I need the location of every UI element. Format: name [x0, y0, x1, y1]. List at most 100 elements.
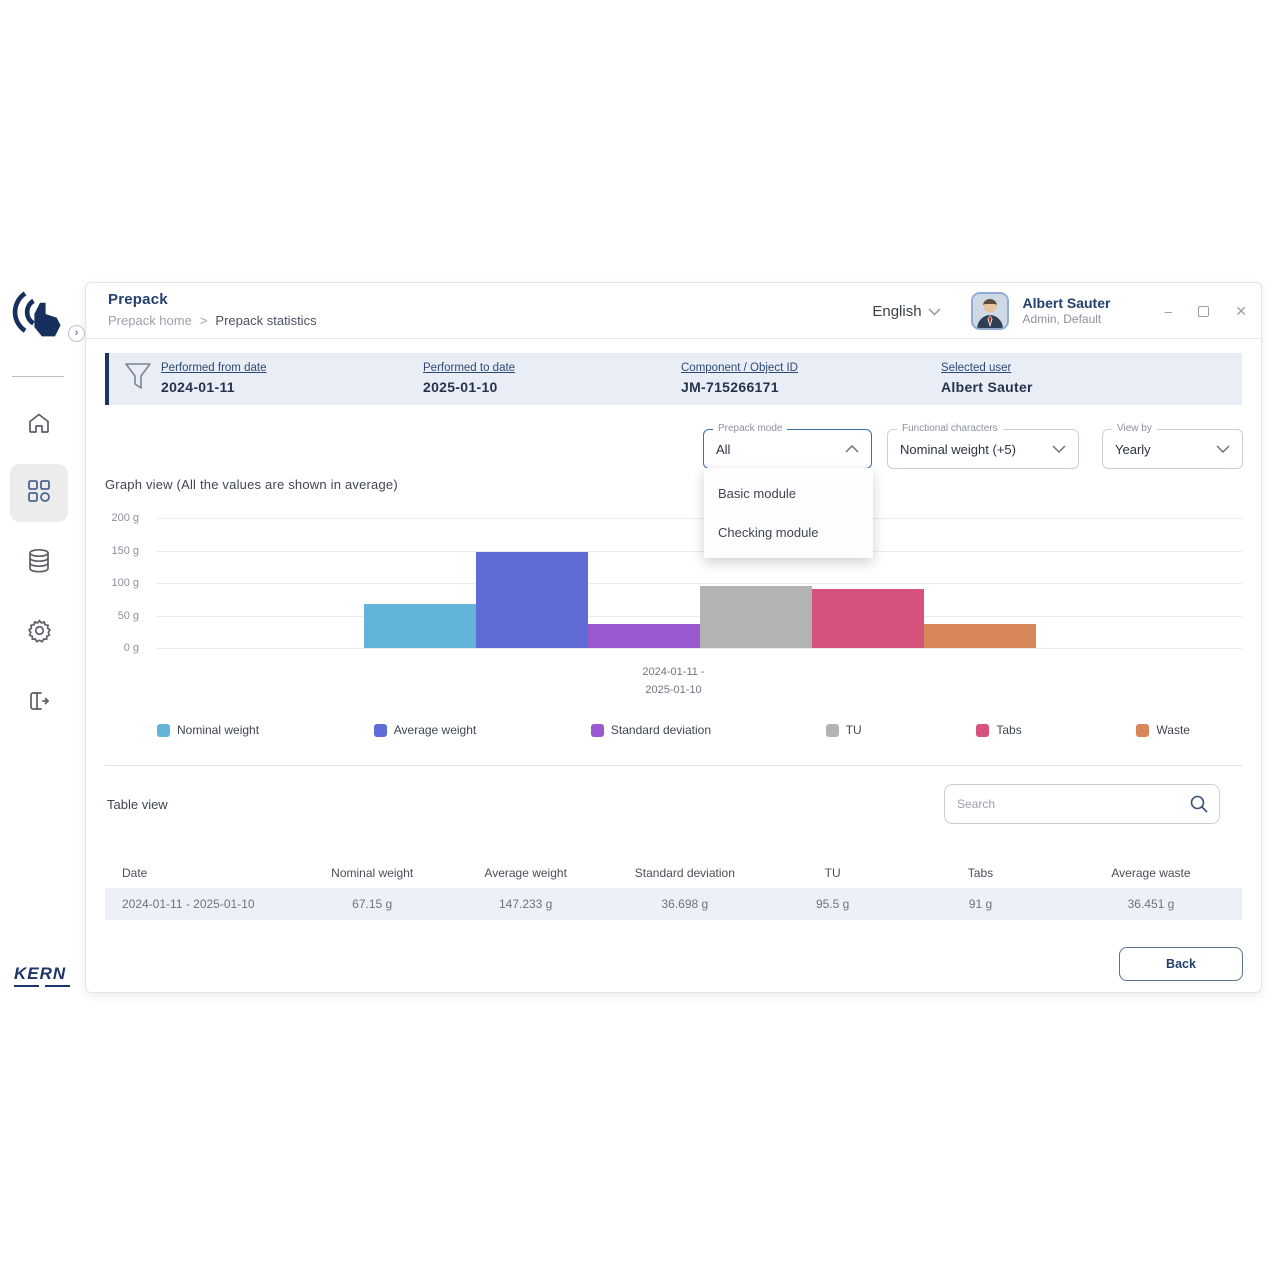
legend-swatch [825, 723, 839, 737]
chevron-up-icon [845, 440, 859, 458]
filter-accent-bar [105, 353, 109, 405]
bar-tabs[interactable] [811, 588, 924, 648]
prepack-mode-select[interactable]: Prepack mode All Basic module Checking m… [703, 423, 873, 558]
avatar[interactable] [970, 292, 1009, 330]
back-button[interactable]: Back [1119, 947, 1243, 981]
filter-funnel-icon [123, 361, 161, 398]
table-body: 2024-01-11 - 2025-01-10 67.15 g 147.233 g 3… [105, 888, 1242, 921]
bar-nominal-weight[interactable] [363, 604, 476, 648]
view-by-label: View by [1112, 423, 1157, 434]
chart-legend: Nominal weight Average weight Standard dev… [105, 723, 1242, 737]
minimize-icon[interactable]: – [1164, 303, 1173, 319]
column-header: Standard deviation [634, 866, 735, 881]
app-logo-touch-icon [12, 286, 68, 342]
home-icon [27, 411, 51, 440]
view-by-select[interactable]: View by Yearly [1102, 423, 1243, 469]
column-header: Tabs [967, 866, 994, 881]
filter-selected-user-value: Albert Sauter [941, 379, 1033, 396]
dropdown-option-checking-module[interactable]: Checking module [718, 525, 819, 540]
close-icon[interactable]: ✕ [1235, 303, 1247, 319]
chevron-down-icon [1052, 440, 1066, 458]
y-tick-label: 50 g [117, 609, 139, 622]
breadcrumb: Prepack home > Prepack statistics [108, 313, 1245, 328]
column-header: Average weight [484, 866, 567, 881]
chart-x-axis-label: 2024-01-11 - 2025-01-10 [105, 664, 1242, 699]
chart-x-label-line2: 2025-01-10 [645, 683, 702, 696]
prepack-mode-dropdown: Basic module Checking module [704, 468, 873, 558]
statistics-table: Date Nominal weight Average weight Standard… [105, 858, 1242, 921]
filter-component-id-label: Component / Object ID [681, 361, 798, 374]
y-tick-label: 100 g [111, 577, 139, 589]
language-label: English [872, 302, 922, 320]
language-selector[interactable]: English [872, 302, 941, 320]
legend-item-standard-deviation: Standard deviation [590, 723, 711, 737]
y-tick-label: 150 g [111, 544, 139, 557]
table-cell: 2024-01-11 - 2025-01-10 [122, 897, 255, 912]
filter-selected-user-label: Selected user [941, 361, 1012, 374]
bar-chart: 200 g 150 g 100 g 50 g 0 g [105, 512, 1242, 654]
legend-item-average-weight: Average weight [373, 723, 477, 738]
user-role: Admin, Default [1022, 312, 1102, 327]
bar-average-weight[interactable] [475, 552, 588, 648]
dropdown-option-basic-module[interactable]: Basic module [718, 486, 797, 501]
bar-tu[interactable] [699, 585, 812, 648]
maximize-icon[interactable] [1198, 305, 1210, 317]
gridline [157, 518, 1242, 519]
view-by-value: Yearly [1115, 441, 1151, 457]
search-box [944, 784, 1220, 825]
section-divider [105, 765, 1242, 767]
y-tick-label: 200 g [111, 512, 139, 524]
app-window: Prepack Prepack home > Prepack statistic… [85, 282, 1262, 993]
table-view-header: Table view [105, 784, 1242, 825]
main-content: Performed from date 2024-01-11 Performed… [86, 339, 1261, 921]
search-input[interactable] [957, 785, 1177, 824]
table-cell: 67.15 g [352, 897, 393, 912]
sidebar-divider [12, 376, 64, 377]
table-row[interactable]: 2024-01-11 - 2025-01-10 67.15 g 147.233 g 3… [105, 888, 1242, 921]
filter-component-id-value: JM-715266171 [681, 379, 779, 396]
column-header: Average waste [1111, 866, 1191, 881]
breadcrumb-home[interactable]: Prepack home [108, 313, 192, 328]
column-header: Date [122, 866, 148, 881]
sidebar-item-logout[interactable] [10, 674, 68, 732]
sidebar-item-modules[interactable] [10, 464, 68, 522]
legend-label: Average weight [393, 723, 477, 738]
legend-swatch [976, 723, 990, 737]
table-cell: 36.451 g [1127, 897, 1175, 912]
legend-swatch [1136, 723, 1150, 737]
functional-characters-label: Functional characters [897, 423, 1003, 434]
user-block[interactable]: Albert Sauter Admin, Default [1023, 295, 1111, 328]
database-icon [27, 548, 51, 579]
filter-selected-user: Selected user Albert Sauter [941, 360, 1242, 398]
table-cell: 36.698 g [661, 897, 709, 912]
sidebar-item-database[interactable] [10, 534, 68, 592]
sidebar-expand-toggle[interactable]: › [68, 325, 85, 342]
chart-bars [157, 552, 1242, 648]
search-icon[interactable] [1189, 794, 1209, 819]
filter-performed-from-label: Performed from date [161, 361, 267, 374]
legend-swatch [373, 723, 387, 737]
gridline [157, 583, 1242, 584]
legend-item-tu: TU [825, 723, 862, 738]
legend-item-nominal-weight: Nominal weight [157, 723, 259, 737]
prepack-mode-label: Prepack mode [713, 423, 788, 434]
chevron-down-icon [927, 303, 941, 320]
legend-item-tabs: Tabs [976, 723, 1022, 737]
header-right: English Albert Saut [872, 283, 1247, 339]
sidebar-item-settings[interactable] [10, 604, 68, 662]
controls-row: Prepack mode All Basic module Checking m… [105, 423, 1243, 558]
filter-performed-from-value: 2024-01-11 [161, 379, 235, 396]
legend-label: TU [845, 723, 862, 738]
table-cell: 91 g [968, 897, 993, 912]
breadcrumb-current: Prepack statistics [215, 313, 317, 328]
gridline [157, 550, 1242, 552]
bar-waste[interactable] [923, 624, 1036, 648]
prepack-mode-value: All [716, 441, 731, 457]
bar-standard-deviation[interactable] [587, 624, 700, 648]
sidebar-item-home[interactable] [10, 396, 68, 454]
window-header: Prepack Prepack home > Prepack statistic… [86, 283, 1261, 339]
filter-performed-to-label: Performed to date [423, 361, 516, 374]
user-name: Albert Sauter [1022, 294, 1111, 311]
functional-characters-select[interactable]: Functional characters Nominal weight (+5… [887, 423, 1079, 469]
